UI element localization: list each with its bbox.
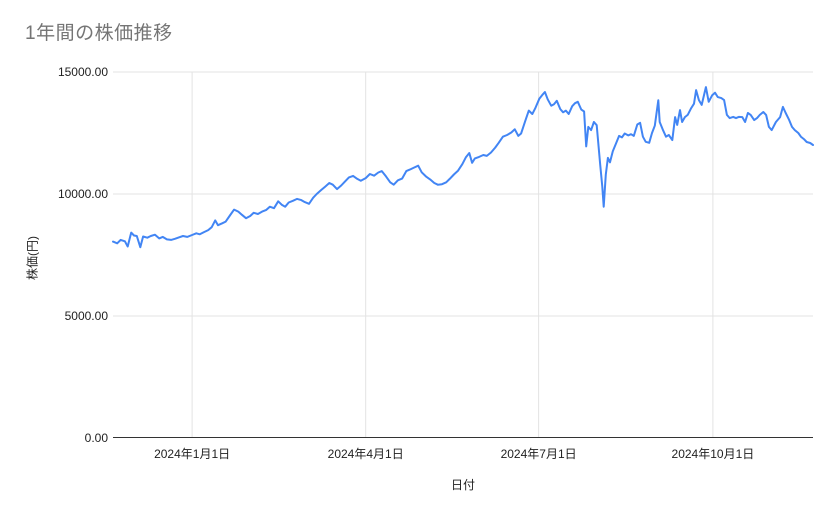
- x-tick-label: 2024年1月1日: [154, 447, 231, 461]
- plot-area: [112, 71, 814, 438]
- x-tick-label: 2024年10月1日: [671, 447, 755, 461]
- y-tick-label: 15000.00: [57, 65, 108, 79]
- price-line-series: [112, 86, 814, 249]
- y-tick-label: 10000.00: [57, 187, 108, 201]
- chart-title: 1年間の株価推移: [25, 23, 173, 44]
- y-tick-label: 0.00: [84, 431, 108, 445]
- y-tick-label: 5000.00: [64, 309, 108, 323]
- x-axis-title: 日付: [450, 478, 476, 492]
- line-chart: [112, 71, 814, 438]
- y-axis-title: 株価(円): [25, 236, 40, 280]
- x-tick-label: 2024年7月1日: [500, 447, 577, 461]
- x-tick-label: 2024年4月1日: [327, 447, 404, 461]
